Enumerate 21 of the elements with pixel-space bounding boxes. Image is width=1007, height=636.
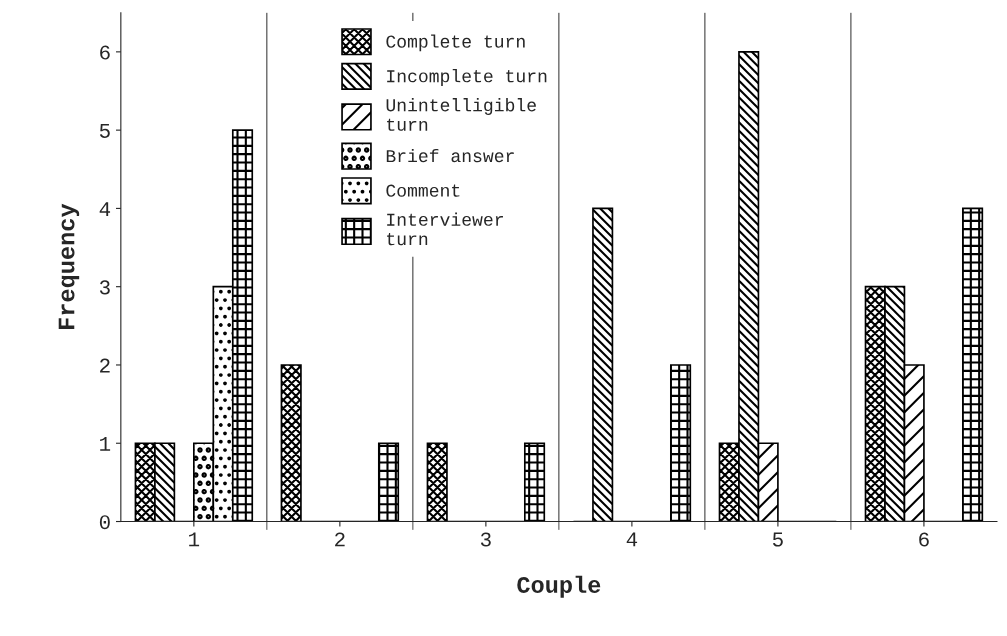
y-tick-label: 6: [100, 45, 110, 60]
y-tick-label: 3: [99, 280, 110, 295]
x-tick-label: 2: [335, 532, 345, 547]
y-tick-label: 5: [99, 123, 110, 138]
y-tick-label: 2: [100, 358, 110, 373]
x-tick-label: 6: [919, 532, 929, 547]
y-tick-label: 4: [99, 202, 111, 216]
x-axis-title: Couple: [517, 575, 601, 598]
x-tick-label: 1: [189, 532, 200, 547]
legend-label: Unintelligible turn: [386, 98, 536, 131]
x-tick-label: 3: [480, 532, 491, 547]
y-tick-label: 1: [100, 437, 111, 451]
x-tick-label: 4: [626, 532, 638, 547]
y-axis-title: Frequency: [58, 203, 80, 329]
x-tick-label: 5: [772, 532, 783, 547]
legend-label: Brief answer: [386, 148, 514, 163]
legend-label: Interviewer turn: [387, 212, 503, 246]
legend-label: Incomplete turn: [387, 69, 547, 86]
legend-label: Complete turn: [386, 34, 525, 52]
legend-label: Comment: [386, 184, 460, 197]
y-tick-label: 0: [99, 515, 110, 530]
